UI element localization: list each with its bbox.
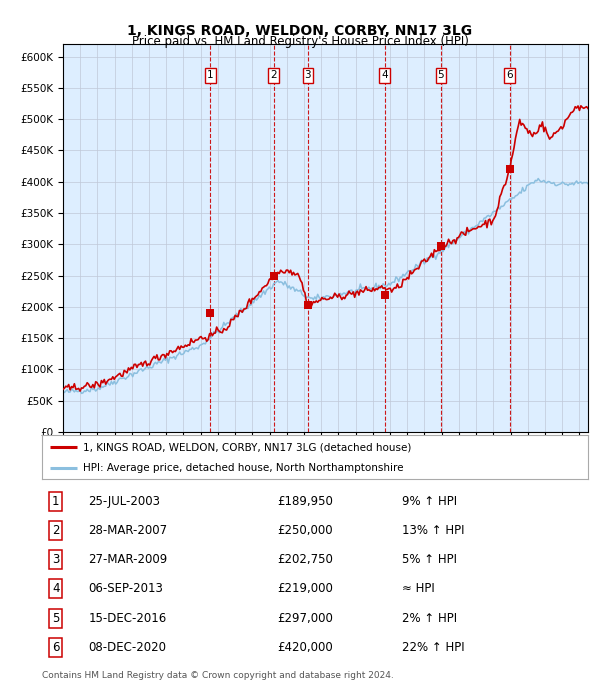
- Text: £189,950: £189,950: [277, 495, 332, 508]
- Text: 3: 3: [305, 71, 311, 80]
- Text: 08-DEC-2020: 08-DEC-2020: [88, 641, 166, 654]
- Text: 1, KINGS ROAD, WELDON, CORBY, NN17 3LG (detached house): 1, KINGS ROAD, WELDON, CORBY, NN17 3LG (…: [83, 442, 412, 452]
- Text: 06-SEP-2013: 06-SEP-2013: [88, 583, 163, 596]
- Text: Price paid vs. HM Land Registry's House Price Index (HPI): Price paid vs. HM Land Registry's House …: [131, 35, 469, 48]
- Text: 6: 6: [506, 71, 513, 80]
- Text: 5: 5: [52, 612, 59, 625]
- Text: 15-DEC-2016: 15-DEC-2016: [88, 612, 167, 625]
- Text: 2: 2: [271, 71, 277, 80]
- Text: Contains HM Land Registry data © Crown copyright and database right 2024.: Contains HM Land Registry data © Crown c…: [42, 672, 394, 680]
- Text: £250,000: £250,000: [277, 524, 332, 537]
- Text: 9% ↑ HPI: 9% ↑ HPI: [403, 495, 457, 508]
- Text: ≈ HPI: ≈ HPI: [403, 583, 435, 596]
- Text: £420,000: £420,000: [277, 641, 332, 654]
- Text: 4: 4: [52, 583, 59, 596]
- Text: 5: 5: [437, 71, 445, 80]
- Text: £202,750: £202,750: [277, 554, 332, 566]
- Text: 1: 1: [207, 71, 214, 80]
- Text: £297,000: £297,000: [277, 612, 332, 625]
- Text: 22% ↑ HPI: 22% ↑ HPI: [403, 641, 465, 654]
- Text: 25-JUL-2003: 25-JUL-2003: [88, 495, 160, 508]
- Text: 1, KINGS ROAD, WELDON, CORBY, NN17 3LG: 1, KINGS ROAD, WELDON, CORBY, NN17 3LG: [127, 24, 473, 38]
- Text: 27-MAR-2009: 27-MAR-2009: [88, 554, 167, 566]
- Text: 2: 2: [52, 524, 59, 537]
- Text: 13% ↑ HPI: 13% ↑ HPI: [403, 524, 465, 537]
- Text: 28-MAR-2007: 28-MAR-2007: [88, 524, 167, 537]
- Text: 5% ↑ HPI: 5% ↑ HPI: [403, 554, 457, 566]
- Text: HPI: Average price, detached house, North Northamptonshire: HPI: Average price, detached house, Nort…: [83, 463, 403, 473]
- Text: 1: 1: [52, 495, 59, 508]
- Text: 4: 4: [381, 71, 388, 80]
- Text: 2% ↑ HPI: 2% ↑ HPI: [403, 612, 457, 625]
- Text: 6: 6: [52, 641, 59, 654]
- Text: 3: 3: [52, 554, 59, 566]
- Text: £219,000: £219,000: [277, 583, 332, 596]
